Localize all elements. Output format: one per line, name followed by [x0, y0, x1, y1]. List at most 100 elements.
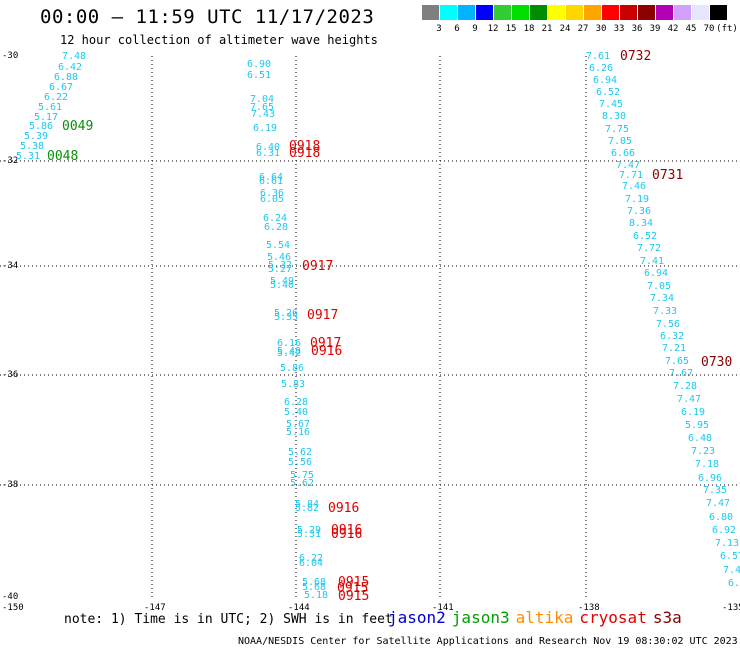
colorbar-swatch: [494, 5, 511, 20]
page-subtitle: 12 hour collection of altimeter wave hei…: [60, 33, 378, 47]
wave-height-value: 6.24: [263, 213, 288, 224]
colorbar-label: 36: [631, 24, 643, 34]
pass-time-label: 0048: [47, 149, 79, 164]
colorbar-label: 15: [505, 24, 517, 34]
wave-height-value: 7.47: [677, 394, 702, 405]
wave-height-value: 6.26: [589, 63, 614, 74]
wave-height-value: 8.34: [629, 218, 654, 229]
lat-label: -30: [2, 51, 19, 61]
colorbar-swatch: [548, 5, 565, 20]
pass-time-label: 0916: [331, 523, 363, 538]
wave-height-value: 6.88: [54, 72, 79, 83]
colorbar-swatch: [476, 5, 493, 20]
pass-time-label: 0915: [338, 575, 370, 590]
wave-height-value: 7.04: [250, 94, 275, 105]
wave-height-value: 7.56: [656, 319, 681, 330]
wave-height-value: 7.61: [586, 51, 611, 62]
wave-height-value: 5.84: [295, 499, 320, 510]
wave-height-value: 6.90: [247, 59, 272, 70]
colorbar-label: 30: [595, 24, 607, 34]
wave-height-value: 5.18: [304, 590, 329, 601]
legend-item-cryosat: cryosat: [579, 608, 647, 627]
wave-height-value: 5.35: [274, 312, 299, 323]
wave-height-value: 5.27: [268, 264, 293, 275]
colorbar-swatch: [422, 5, 439, 20]
wave-height-value: 7.23: [691, 446, 716, 457]
wave-height-value: 6.80: [709, 512, 734, 523]
colorbar-label: 24: [559, 24, 571, 34]
wave-height-value: 5.42: [277, 348, 302, 359]
legend-item-jason3: jason3: [451, 608, 510, 627]
wave-height-value: 7.75: [605, 124, 630, 135]
wave-height-value: 5.17: [34, 112, 59, 123]
wave-height-value: 7.4: [723, 565, 740, 576]
wave-height-value: 6.05: [260, 194, 285, 205]
wave-height-value: 7.48: [62, 51, 87, 62]
colorbar-label: 39: [649, 24, 661, 34]
wave-height-value: 6.0: [728, 578, 740, 589]
wave-height-value: 7.21: [662, 343, 687, 354]
wave-height-value: 6.28: [284, 397, 309, 408]
wave-height-value: 6.32: [660, 331, 685, 342]
pass-time-label: 0917: [307, 308, 339, 323]
wave-height-value: 6.19: [681, 407, 706, 418]
wave-height-value: 7.45: [599, 99, 624, 110]
colorbar-swatch: [440, 5, 457, 20]
pass-time-label: 0916: [331, 527, 363, 542]
wave-height-value: 5.54: [266, 240, 291, 251]
colorbar-swatch: [620, 5, 637, 20]
wave-height-value: 6.64: [259, 172, 284, 183]
wave-height-value: 7.33: [653, 306, 678, 317]
wave-height-value: 5.68: [302, 582, 327, 593]
wave-height-value: 7.72: [637, 243, 662, 254]
wave-height-value: 7.28: [673, 381, 698, 392]
wave-height-value: 5.46: [267, 252, 292, 263]
colorbar-label: 9: [472, 24, 478, 34]
legend-item-jason2: jason2: [388, 608, 446, 627]
pass-time-label: 0731: [652, 168, 684, 183]
lon-label: -138: [578, 603, 600, 613]
units-note: note: 1) Time is in UTC; 2) SWH is in fe…: [64, 612, 393, 627]
wave-height-value: 6.22: [44, 92, 69, 103]
wave-height-value: 6.66: [611, 148, 636, 159]
wave-height-value: 7.35: [703, 485, 728, 496]
wave-height-value: 7.71: [619, 170, 644, 181]
wave-height-value: 6.22: [299, 553, 324, 564]
lon-label: -147: [144, 603, 166, 613]
pass-time-label: 0049: [62, 119, 94, 134]
pass-time-label: 0917: [310, 336, 342, 351]
colorbar-swatch: [638, 5, 655, 20]
pass-time-label: 0918: [289, 139, 321, 154]
wave-height-value: 5.86: [280, 363, 305, 374]
colorbar-label: 42: [667, 24, 679, 34]
wave-height-value: 5.38: [20, 141, 45, 152]
pass-time-label: 0916: [311, 344, 343, 359]
wave-height-value: 6.31: [256, 148, 281, 159]
colorbar-label: (ft): [716, 24, 738, 34]
wave-height-value: 5.49: [270, 276, 295, 287]
wave-height-value: 5.61: [38, 102, 63, 113]
lat-label: -34: [2, 261, 19, 271]
wave-height-value: 5.31: [16, 151, 41, 162]
lat-label: -40: [2, 592, 19, 602]
wave-height-value: 6.96: [698, 473, 723, 484]
colorbar-swatch: [656, 5, 673, 20]
wave-height-value: 5.56: [288, 457, 313, 468]
pass-time-label: 0916: [328, 501, 360, 516]
wave-height-value: 6.28: [264, 222, 289, 233]
wave-height-value: 5.62: [290, 478, 315, 489]
wave-height-value: 7.05: [647, 281, 672, 292]
lon-label: -144: [288, 603, 310, 613]
colorbar-swatch: [584, 5, 601, 20]
pass-time-label: 0732: [620, 49, 652, 64]
colorbar-label: 18: [523, 24, 535, 34]
page-title: 00:00 – 11:59 UTC 11/17/2023: [40, 6, 375, 28]
wave-height-value: 5.40: [270, 280, 295, 291]
footer-credit: NOAA/NESDIS Center for Satellite Applica…: [238, 636, 738, 647]
colorbar-label: 70: [703, 24, 715, 34]
colorbar-swatch: [566, 5, 583, 20]
lat-label: -36: [2, 370, 19, 380]
colorbar-label: 45: [685, 24, 697, 34]
wave-height-value: 6.36: [260, 188, 285, 199]
